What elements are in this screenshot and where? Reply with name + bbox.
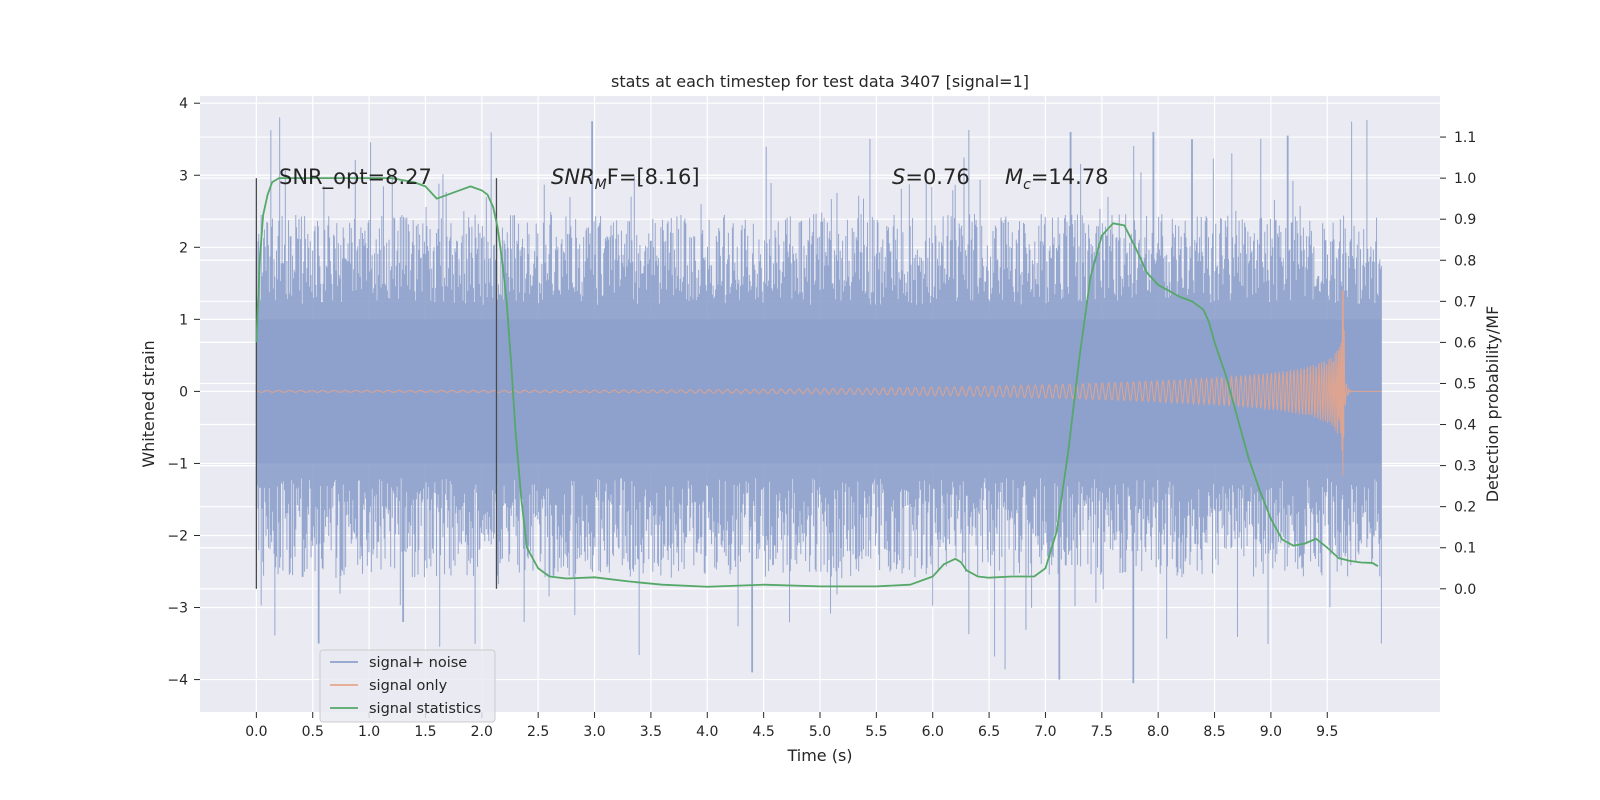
x-tick-label: 1.0 [358,724,380,740]
y-tick-label: 4 [179,96,188,112]
y2-tick-label: 0.2 [1454,500,1476,516]
y-tick-label: −3 [167,601,188,617]
y2-tick-label: 0.1 [1454,541,1476,557]
x-tick-label: 5.0 [809,724,831,740]
y2-tick-label: 0.7 [1454,294,1476,310]
y-tick-label: 2 [179,240,188,256]
x-axis-label: Time (s) [786,746,852,765]
y-axis-label: Whitened strain [139,340,158,467]
x-tick-label: 7.5 [1091,724,1113,740]
x-tick-label: 2.5 [527,724,549,740]
signal-only-line [256,288,1382,476]
x-tick-label: 2.0 [471,724,493,740]
x-tick-label: 8.0 [1147,724,1169,740]
annotation-s-main: S [892,165,905,189]
y-tick-label: −2 [167,528,188,544]
annotation-mc-main: M [1005,165,1023,189]
x-tick-label: 3.5 [640,724,662,740]
x-tick-label: 5.5 [865,724,887,740]
y2-tick-label: 0.4 [1454,418,1476,434]
legend-label-signal-only: signal only [369,678,448,694]
y-tick-label: 1 [179,312,188,328]
y2-tick-label: 0.9 [1454,212,1476,228]
x-tick-label: 1.5 [414,724,436,740]
x-tick-label: 8.5 [1203,724,1225,740]
y2-tick-label: 0.6 [1454,335,1476,351]
x-tick-label: 9.0 [1260,724,1282,740]
annotation-snr-mf-sub: M [595,177,607,193]
annotation-snr-mf-main: SNR [551,165,595,189]
legend-label-signal-noise: signal+ noise [369,655,467,671]
legend-label-signal-statistics: signal statistics [369,701,481,717]
y2-tick-label: 0.8 [1454,253,1476,269]
x-tick-label: 6.0 [922,724,944,740]
signal-statistics-line [255,177,1379,588]
chart-title: stats at each timestep for test data 340… [611,72,1029,91]
y-tick-label: 3 [179,168,188,184]
legend: signal+ noise signal only signal statist… [319,649,496,723]
y-tick-label: 0 [179,384,188,400]
x-tick-label: 6.5 [978,724,1000,740]
x-tick-label: 3.0 [583,724,605,740]
x-tick-label: 0.0 [245,724,267,740]
y2-tick-label: 1.1 [1454,130,1476,146]
x-tick-label: 4.0 [696,724,718,740]
annotation-snr-mf-rest: F=[8.16] [607,165,700,189]
y-tick-label: −4 [167,673,188,689]
annotation-mc: Mc=14.78 [1005,165,1109,193]
y2-tick-label: 0.3 [1454,459,1476,475]
annotation-s: S=0.76 [892,165,970,189]
y-tick-label: −1 [167,456,188,472]
annotation-mc-rest: =14.78 [1031,165,1109,189]
y2-tick-label: 0.0 [1454,582,1476,598]
x-tick-label: 7.0 [1034,724,1056,740]
annotation-snr-opt: SNR_opt=8.27 [279,165,432,190]
y2-tick-label: 0.5 [1454,376,1476,392]
y2-axis-label: Detection probability/MF [1483,306,1502,503]
x-tick-label: 4.5 [753,724,775,740]
y2-tick-label: 1.0 [1454,171,1476,187]
x-tick-label: 9.5 [1316,724,1338,740]
annotation-snr-mf: SNRMF=[8.16] [551,165,700,193]
annotation-s-rest: =0.76 [905,165,969,189]
legend-box [319,649,496,723]
x-tick-label: 0.5 [302,724,324,740]
annotation-mc-sub: c [1023,177,1031,193]
